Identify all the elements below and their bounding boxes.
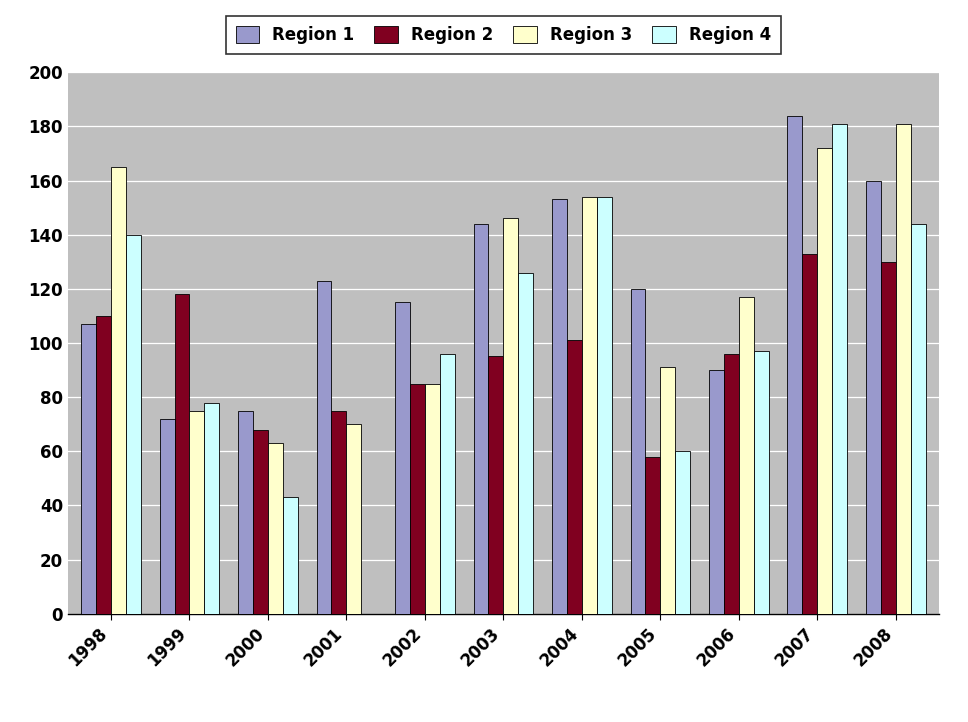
Bar — [630, 289, 646, 614]
Bar — [347, 424, 361, 614]
Bar — [881, 261, 895, 614]
Bar — [410, 383, 425, 614]
Bar — [660, 367, 676, 614]
Bar — [439, 354, 455, 614]
Bar — [724, 354, 739, 614]
Bar — [518, 273, 533, 614]
Bar — [646, 456, 660, 614]
Bar — [238, 411, 253, 614]
Bar — [268, 443, 283, 614]
Bar — [788, 116, 802, 614]
Bar — [126, 235, 140, 614]
Bar — [754, 351, 769, 614]
Bar — [283, 497, 298, 614]
Bar — [473, 224, 489, 614]
Bar — [709, 370, 724, 614]
Legend: Region 1, Region 2, Region 3, Region 4: Region 1, Region 2, Region 3, Region 4 — [226, 16, 781, 53]
Bar — [331, 411, 347, 614]
Bar — [204, 403, 219, 614]
Bar — [802, 253, 817, 614]
Bar — [96, 316, 111, 614]
Bar — [817, 148, 832, 614]
Bar — [174, 295, 190, 614]
Bar — [582, 196, 596, 614]
Bar — [676, 451, 690, 614]
Bar — [317, 281, 331, 614]
Bar — [111, 167, 126, 614]
Bar — [911, 224, 925, 614]
Bar — [190, 411, 204, 614]
Bar — [81, 324, 96, 614]
Bar — [739, 297, 754, 614]
Bar — [425, 383, 439, 614]
Bar — [832, 123, 847, 614]
Bar — [489, 357, 503, 614]
Bar — [596, 196, 612, 614]
Bar — [552, 199, 567, 614]
Bar — [866, 180, 881, 614]
Bar — [395, 303, 410, 614]
Bar — [895, 123, 911, 614]
Bar — [253, 430, 268, 614]
Bar — [503, 218, 518, 614]
Bar — [160, 419, 174, 614]
Bar — [567, 340, 582, 614]
